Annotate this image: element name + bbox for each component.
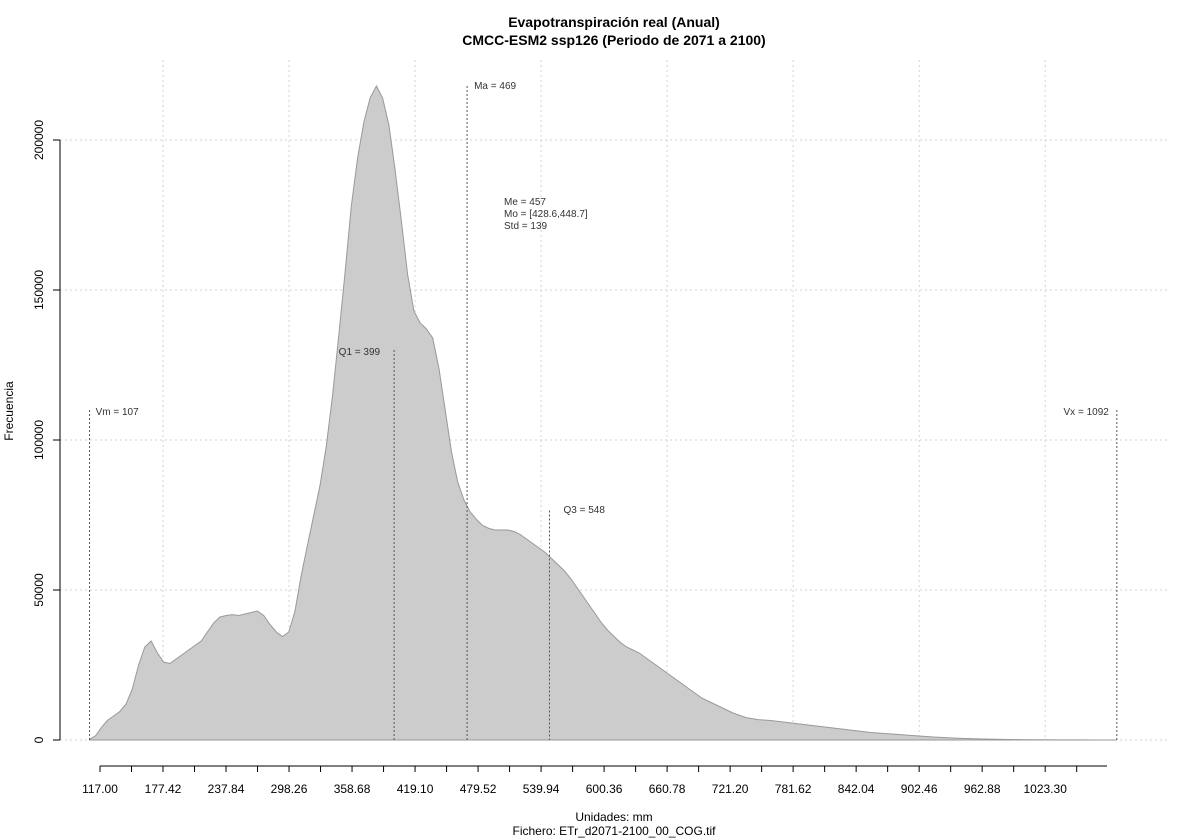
x-tick-label: 237.84: [208, 782, 245, 796]
stat-mode: Mo = [428.6,448.7]: [504, 209, 588, 220]
x-tick-label: 539.94: [523, 782, 560, 796]
y-tick-label: 200000: [32, 120, 46, 160]
x-tick-label: 721.20: [712, 782, 749, 796]
x-tick-label: 298.26: [271, 782, 308, 796]
x-tick-label: 479.52: [460, 782, 497, 796]
x-tick-label: 962.88: [964, 782, 1001, 796]
marker-label: Ma = 469: [474, 81, 516, 92]
y-tick-label: 0: [32, 736, 46, 743]
x-tick-label: 117.00: [82, 782, 118, 796]
x-tick-label: 902.46: [901, 782, 938, 796]
x-tick-label: 842.04: [838, 782, 875, 796]
x-tick-label: 660.78: [649, 782, 686, 796]
x-tick-label: 419.10: [397, 782, 434, 796]
y-tick-label: 100000: [32, 420, 46, 460]
chart-title: Evapotranspiración real (Anual): [508, 14, 720, 30]
x-tick-label: 781.62: [775, 782, 812, 796]
marker-label: Q1 = 399: [339, 347, 381, 358]
x-axis-ticks: 117.00 177.42 237.84 298.26 358.68 419.10 479.…: [82, 766, 1078, 796]
chart-subtitle: CMCC-ESM2 ssp126 (Periodo de 2071 a 2100…: [462, 32, 765, 48]
x-axis-label: Unidades: mm: [575, 810, 652, 824]
y-axis-label: Frecuencia: [2, 381, 16, 441]
marker-label: Vx = 1092: [1064, 407, 1110, 418]
marker-label: Vm = 107: [96, 407, 140, 418]
stat-std: Std = 139: [504, 221, 548, 232]
y-axis-ticks: 0 50000 100000 150000 200000: [32, 120, 60, 743]
marker-lines: Vm = 107 Q1 = 399 Ma = 469 Q3 = 548 Vx = 109…: [89, 81, 1118, 740]
file-label: Fichero: ETr_d2071-2100_00_COG.tif: [513, 824, 717, 838]
density-area: [89, 84, 1117, 741]
x-tick-label: 177.42: [145, 782, 182, 796]
marker-label: Q3 = 548: [563, 505, 605, 516]
stat-median: Me = 457: [504, 197, 546, 208]
y-tick-label: 50000: [32, 573, 46, 607]
y-tick-label: 150000: [32, 270, 46, 310]
x-tick-label: 600.36: [586, 782, 623, 796]
x-tick-label: 1023.30: [1023, 782, 1067, 796]
x-tick-label: 358.68: [334, 782, 371, 796]
